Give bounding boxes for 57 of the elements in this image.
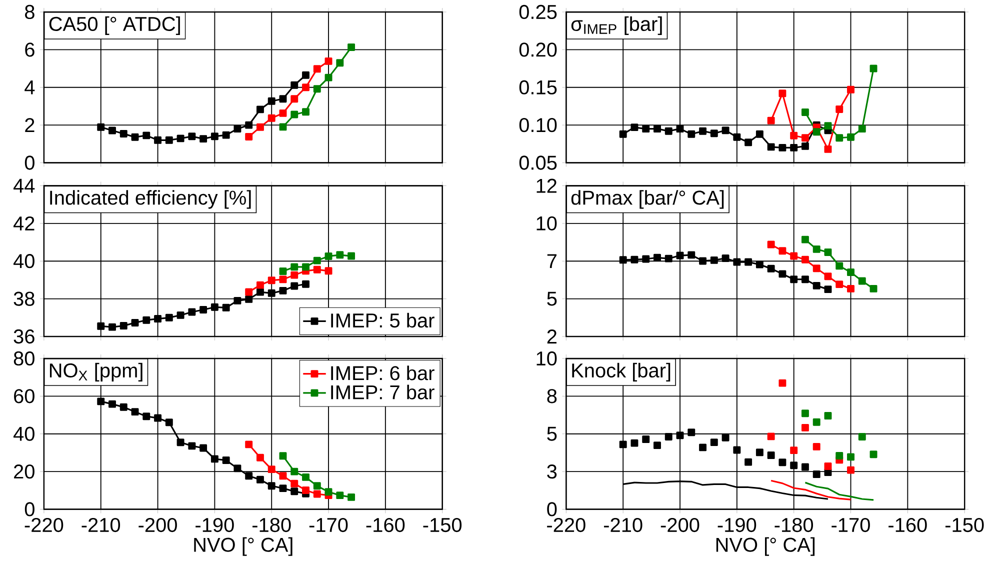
y-tick-label: 3 — [547, 464, 557, 479]
y-tick-label: 6 — [25, 42, 34, 57]
y-tick-label: 2 — [25, 118, 34, 132]
legend-label: IMEP: 5 bar — [331, 312, 434, 328]
y-tick-label: 8 — [25, 4, 34, 19]
x-tick-label: -220 — [547, 518, 586, 532]
y-tick-label: 40 — [13, 254, 34, 268]
x-tick-label: -200 — [138, 518, 177, 532]
x-tick-label: -160 — [888, 518, 927, 532]
y-tick-label: 0.15 — [519, 80, 557, 94]
y-tick-label: 10 — [536, 351, 557, 366]
chart-title: Knock [bar] — [572, 362, 670, 382]
chart-title: dPmax [bar/° CA] — [571, 190, 724, 209]
y-tick-label: 4 — [24, 80, 35, 94]
x-tick-label: -210 — [82, 518, 120, 532]
x-tick-label: -170 — [309, 518, 348, 532]
chart-title: CA50 [° ATDC] — [49, 16, 180, 35]
x-tick-label: -160 — [366, 518, 405, 532]
x-tick-label: -190 — [718, 518, 756, 532]
y-tick-label: 10 — [536, 216, 557, 230]
y-tick-label: 8 — [547, 389, 557, 404]
y-tick-label: 20 — [14, 464, 34, 479]
x-tick-label: -150 — [945, 518, 984, 532]
chart-title: Indicated efficiency [%] — [50, 190, 251, 209]
x-tick-label: -180 — [774, 518, 814, 532]
y-tick-label: 0.20 — [519, 42, 557, 57]
y-tick-label: 38 — [14, 292, 34, 306]
y-tick-label: 0.10 — [519, 118, 557, 132]
x-tick-label: -190 — [196, 518, 234, 532]
y-tick-label: 42 — [13, 216, 34, 230]
x-tick-label: -170 — [832, 518, 870, 532]
y-tick-label: 40 — [13, 426, 34, 441]
y-tick-label: 44 — [13, 178, 35, 193]
x-tick-label: -150 — [423, 518, 462, 532]
y-tick-label: 5 — [547, 426, 557, 441]
chart-title: σ$_{IMEP}$ [bar] — [571, 16, 662, 35]
y-tick-label: 12 — [536, 178, 556, 193]
y-tick-label: 36 — [14, 329, 34, 344]
x-axis-title: NVO [° CA] — [194, 537, 292, 556]
x-tick-label: -200 — [660, 518, 700, 532]
y-tick-label: 7 — [547, 254, 556, 268]
chart-title: NO$_{X}$ [ppm] — [50, 362, 142, 382]
y-tick-label: 0 — [24, 156, 34, 170]
y-tick-label: 2 — [547, 329, 556, 344]
legend-label: IMEP: 6 bar — [331, 366, 434, 380]
x-tick-label: -220 — [24, 518, 64, 532]
x-axis-title: NVO [° CA] — [716, 537, 815, 556]
x-tick-label: -180 — [252, 518, 291, 532]
y-tick-label: 5 — [547, 292, 557, 306]
y-tick-label: 0 — [24, 502, 34, 516]
x-tick-label: -210 — [604, 518, 642, 532]
legend-label: IMEP: 7 bar — [331, 384, 434, 400]
y-tick-label: 0.05 — [519, 156, 557, 170]
y-tick-label: 60 — [14, 389, 34, 404]
y-tick-label: 80 — [14, 351, 34, 366]
y-tick-label: 0.25 — [519, 4, 557, 19]
y-tick-label: 0 — [547, 502, 557, 516]
